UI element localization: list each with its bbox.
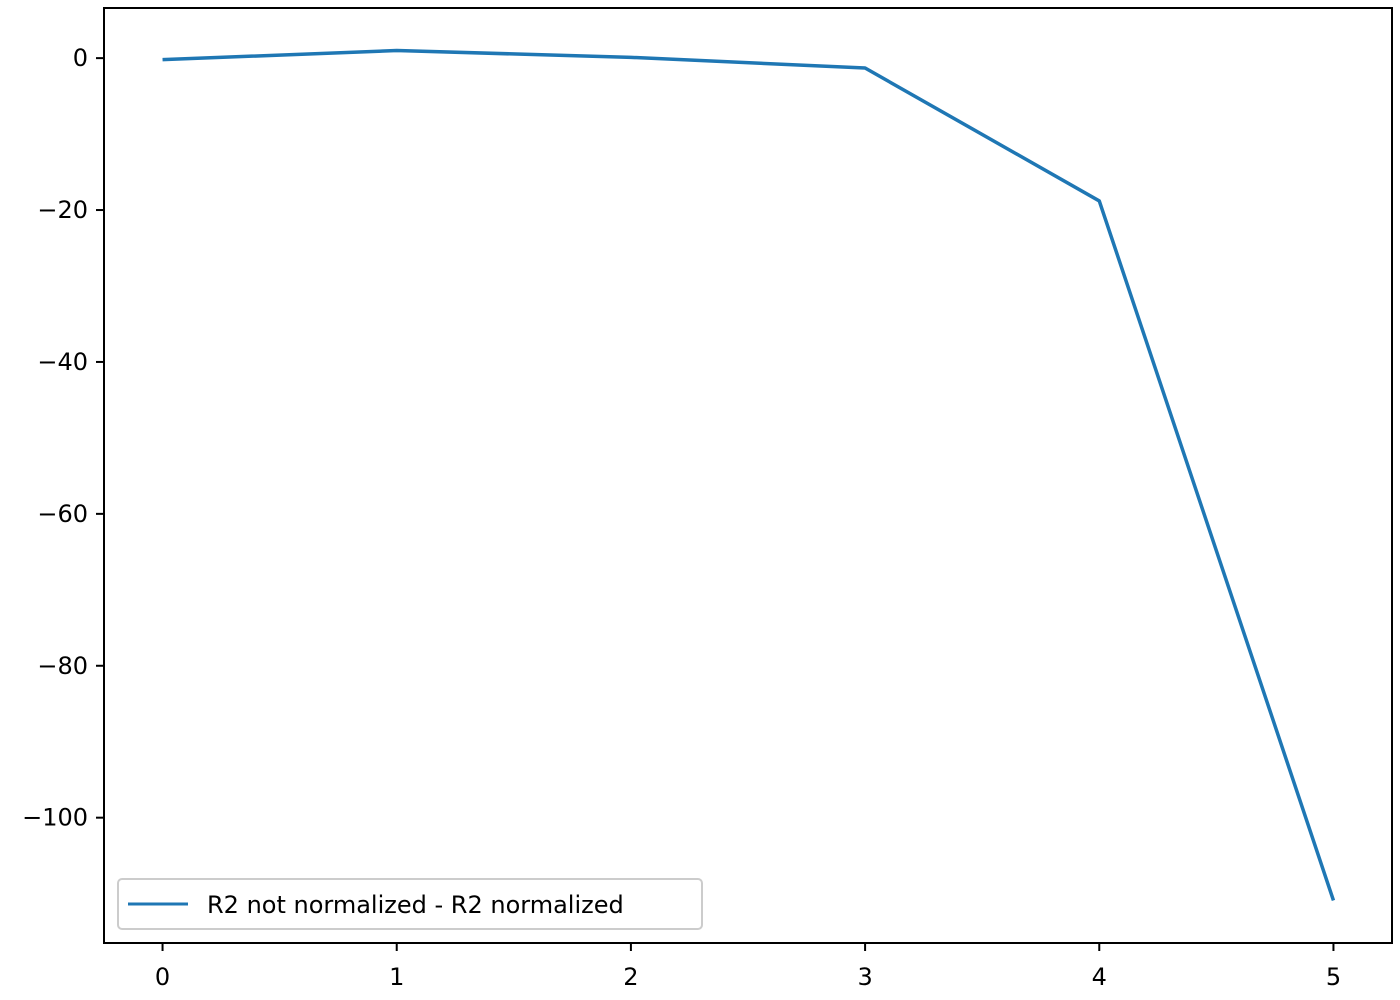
y-tick-label: 0 <box>73 44 88 72</box>
plot-area-frame <box>103 7 1393 944</box>
y-tick-label: −40 <box>37 348 88 376</box>
x-tick-label: 2 <box>623 963 638 991</box>
series-layer <box>162 48 1336 902</box>
x-axis: 0 1 2 3 4 5 <box>155 943 1341 991</box>
x-tick-label: 4 <box>1092 963 1107 991</box>
y-axis: 0 −20 −40 −60 −80 −100 <box>22 44 104 832</box>
x-tick-label: 0 <box>155 963 170 991</box>
legend: R2 not normalized - R2 normalized <box>117 878 703 930</box>
y-tick-label: −100 <box>22 804 88 832</box>
y-tick-label: −20 <box>37 196 88 224</box>
legend-label: R2 not normalized - R2 normalized <box>207 891 624 919</box>
y-tick-label: −80 <box>37 652 88 680</box>
x-tick-label: 3 <box>857 963 872 991</box>
x-tick-label: 1 <box>389 963 404 991</box>
legend-box <box>117 878 703 930</box>
x-tick-label: 5 <box>1326 963 1341 991</box>
series-line <box>162 48 1336 902</box>
y-tick-label: −60 <box>37 500 88 528</box>
